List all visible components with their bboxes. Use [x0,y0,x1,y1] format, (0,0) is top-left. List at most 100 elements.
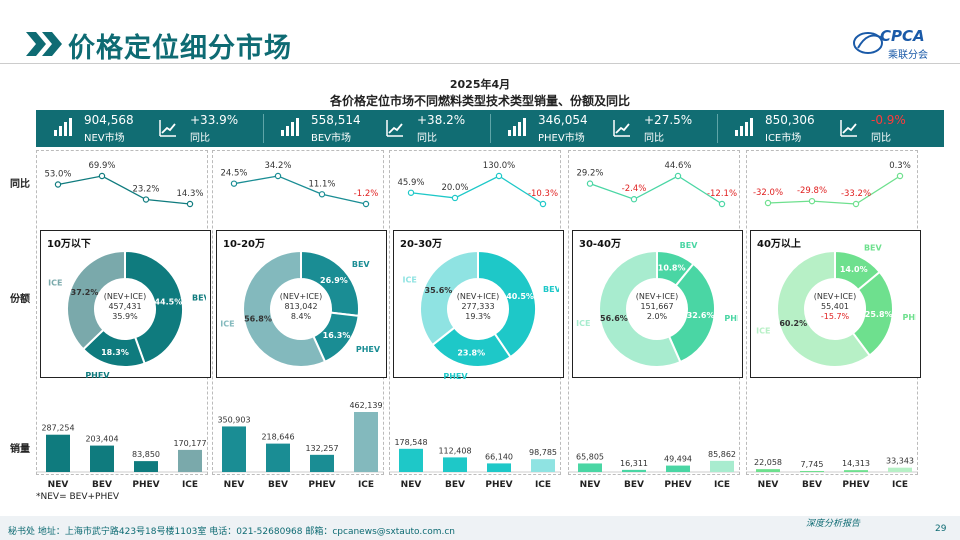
yoy-series-line [767,175,901,205]
yoy-series-line [589,175,723,205]
donut-center-text: 35.9% [112,312,138,321]
donut-percent-label: 60.2% [779,319,807,328]
chevron-arrows-icon [26,32,62,56]
bar-value-label: 203,404 [85,435,118,444]
donut-center-text: (NEV+ICE) [636,292,678,301]
donut-percent-label: 10.8% [658,264,686,273]
donut-box: 10万以下 44.5% BEV 18.3% PHEV 37.2% ICE (NEV+ICE)4… [40,230,211,379]
trend-up-icon [386,120,403,137]
bar-chart-icon [281,118,299,136]
yoy-point [896,172,904,180]
yoy-data-label: -33.2% [841,189,871,199]
yoy-point [274,172,282,180]
category-tick-label: BEV [92,480,112,490]
category-tick-label: ICE [892,480,908,490]
yoy-data-label: 53.0% [44,170,71,180]
sales-bar [666,465,690,472]
bar-chart-icon [735,118,753,136]
donut-percent-label: 37.2% [71,288,99,297]
page-title: 价格定位细分市场 [68,33,292,64]
donut-slice-bev [477,249,537,359]
yoy-data-label: 0.3% [889,161,911,171]
donut-center-text: 277,333 [461,302,494,311]
bar-value-label: 14,313 [842,459,870,468]
bar-value-label: 287,254 [41,424,74,433]
yoy-data-label: 69.9% [88,161,115,171]
yoy-point [230,180,238,187]
footnote: *NEV= BEV+PHEV [36,492,120,502]
donut-center-text: -15.7% [821,312,850,321]
donut-percent-label: 40.5% [506,292,534,301]
donut-slice-ice [66,249,126,351]
sales-bar [222,426,246,472]
sales-bar [399,448,423,472]
sales-bar [310,454,334,472]
bar-value-label: 16,311 [620,459,648,468]
donut-box: 10-20万 26.9% BEV 16.3% PHEV 56.8% ICE (NEV+ICE)… [216,230,387,378]
yoy-line-chart: 53.0% 69.9% 23.2% 14.3% [44,161,204,208]
share-donut-chart: 10.8% BEV 32.6% PHEV 56.6% ICE (NEV+ICE)151,66… [576,241,738,368]
category-tick-label: NEV [580,480,601,490]
footer-band [0,516,960,540]
row-label-share: 份额 [10,294,30,305]
category-tick-label: ICE [535,480,551,490]
kpi-value: 850,306 [765,113,815,127]
kpi-value: 346,054 [538,113,588,127]
yoy-point [451,194,459,202]
sales-bar-chart: 350,903 218,646 132,257 462,139 [212,401,384,473]
donut-center-text: (NEV+ICE) [814,292,856,301]
yoy-point [407,189,415,196]
category-tick-label: NEV [224,480,245,490]
donut-category-label: PHEV [356,345,381,354]
yoy-data-label: 23.2% [132,185,159,195]
bar-value-label: 170,177 [173,439,206,448]
yoy-data-label: 44.6% [664,161,691,171]
bar-value-label: 218,646 [261,433,294,442]
sales-bar [888,467,912,472]
bar-chart-icon [54,118,72,136]
donut-slice-bev [124,249,184,365]
share-donut-chart: 44.5% BEV 18.3% PHEV 37.2% ICE (NEV+ICE)457,43… [48,249,206,379]
yoy-point [808,197,816,205]
donut-percent-label: 44.5% [154,297,182,306]
yoy-point [539,200,547,208]
sales-bar-chart: 65,805 16,311 49,494 85,862 [568,450,740,473]
donut-box: 40万以上 14.0% BEV 25.8% PHEV 60.2% ICE (NEV+ICE)5… [750,230,921,378]
kpi-label: PHEV市场 [538,133,585,144]
footer-tagline: 深度分析报告 [806,519,861,529]
donut-percent-label: 25.8% [865,310,893,319]
trend-up-icon [613,120,630,137]
category-tick-label: PHEV [132,480,159,490]
sales-bar [487,463,511,472]
sales-bar [710,460,734,472]
category-tick-label: BEV [445,480,465,490]
bar-value-label: 112,408 [438,446,471,455]
donut-center-text: 151,667 [640,302,673,311]
kpi-label: BEV市场 [311,133,352,144]
chart-title: 各价格定位市场不同燃料类型技术类型销量、份额及同比 [329,94,630,108]
yoy-data-label: -1.2% [354,189,379,199]
yoy-line-chart: 45.9% 20.0% 130.0% -10.3% [397,161,558,208]
bar-chart-icon [508,118,526,136]
donut-percent-label: 56.8% [244,314,272,323]
sales-bar [266,443,290,472]
donut-center-text: 19.3% [465,312,491,321]
category-tick-label: BEV [802,480,822,490]
bar-value-label: 85,862 [708,450,736,459]
yoy-data-label: -32.0% [753,188,783,198]
bar-value-label: 65,805 [576,452,604,461]
yoy-series-line [233,175,367,205]
donut-category-label: BEV [680,241,699,250]
donut-box: 20-30万 40.5% BEV 23.8% PHEV 35.6% ICE (NEV+ICE)… [393,230,564,379]
category-tick-label: ICE [714,480,730,490]
yoy-data-label: 34.2% [264,161,291,171]
yoy-line-chart: -32.0% -29.8% -33.2% 0.3% [753,161,911,208]
kpi-divider [263,114,264,143]
sales-bar [46,434,70,472]
donut-center-text: 2.0% [647,312,668,321]
kpi-yoy-label: 同比 [644,133,664,144]
yoy-point [764,199,772,207]
donut-slice-ice [598,249,682,368]
category-tick-label: NEV [48,480,69,490]
donut-category-label: ICE [756,326,770,335]
